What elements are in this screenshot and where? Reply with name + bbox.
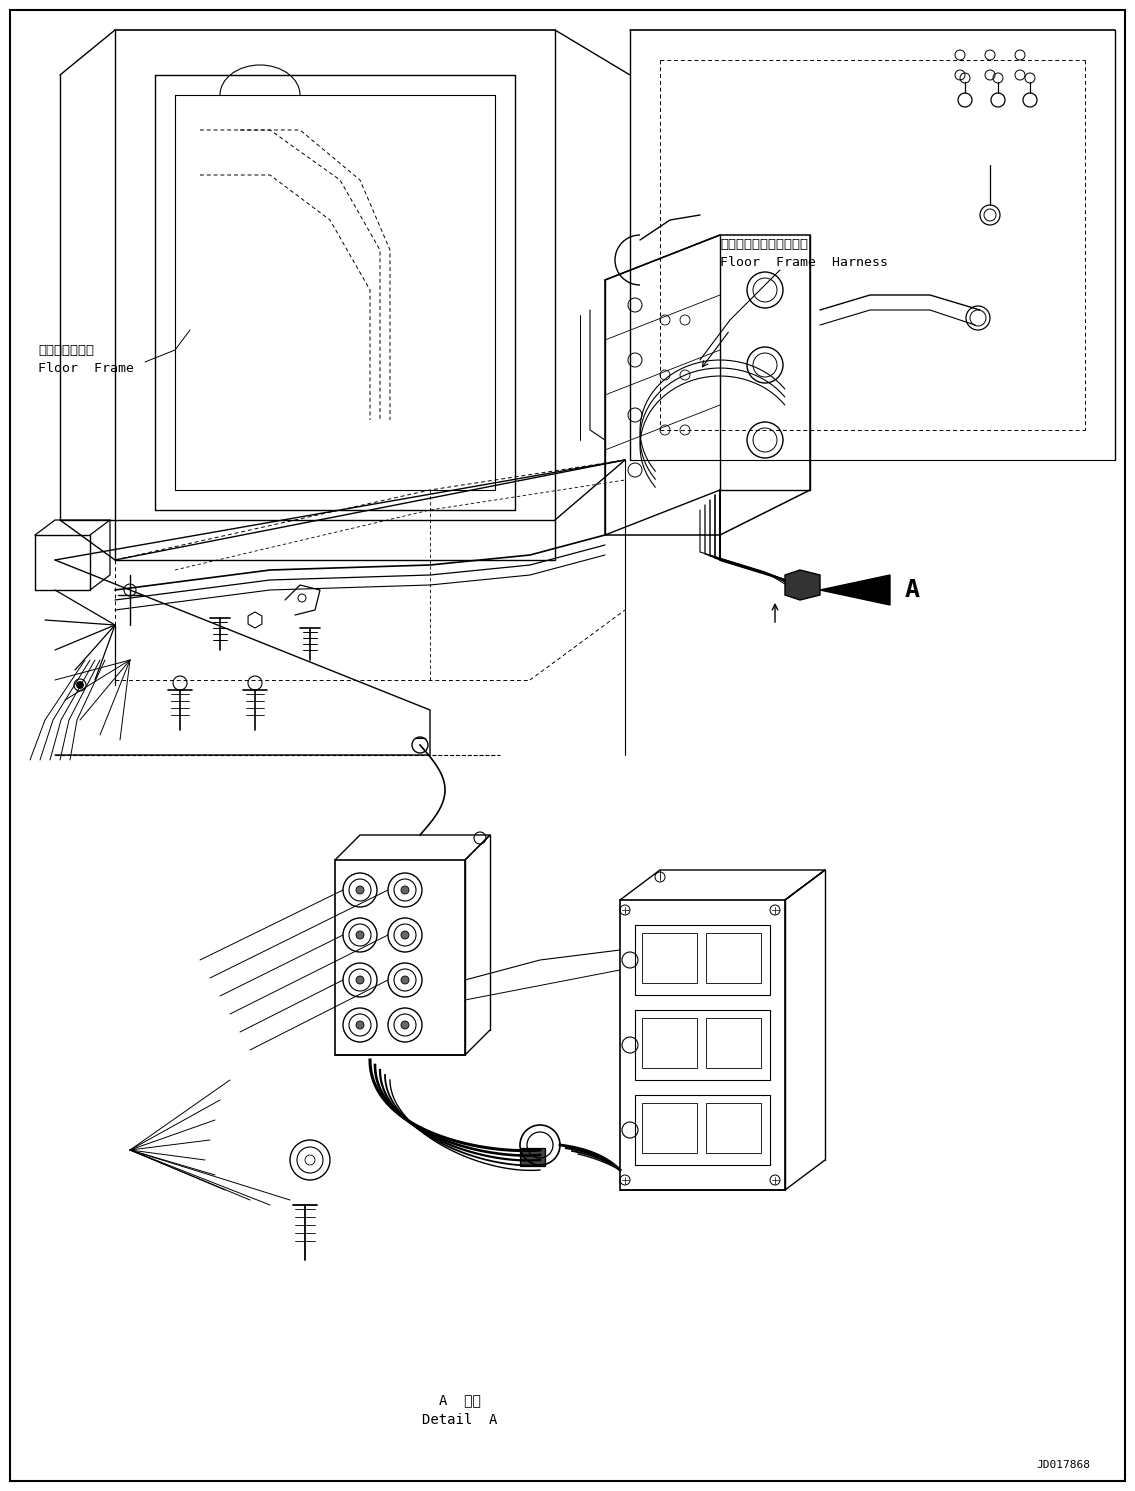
Bar bbox=[642, 933, 697, 983]
Text: Detail  A: Detail A bbox=[422, 1413, 497, 1427]
Bar bbox=[634, 1094, 770, 1164]
Text: A  詳細: A 詳細 bbox=[439, 1393, 481, 1408]
Circle shape bbox=[401, 886, 409, 895]
Text: Floor  Frame: Floor Frame bbox=[37, 361, 134, 374]
Bar bbox=[642, 1103, 697, 1153]
Circle shape bbox=[401, 930, 409, 939]
Text: Floor  Frame  Harness: Floor Frame Harness bbox=[720, 256, 888, 270]
Text: フロアフレームハーネス: フロアフレームハーネス bbox=[720, 239, 808, 252]
Bar bbox=[620, 901, 785, 1190]
Bar bbox=[520, 1148, 545, 1166]
Circle shape bbox=[76, 681, 84, 689]
Bar bbox=[706, 933, 760, 983]
Circle shape bbox=[401, 1021, 409, 1029]
Bar bbox=[335, 860, 465, 1056]
Bar bbox=[706, 1103, 760, 1153]
Bar bbox=[706, 1018, 760, 1068]
Bar bbox=[642, 1018, 697, 1068]
Circle shape bbox=[401, 977, 409, 984]
Circle shape bbox=[356, 977, 364, 984]
Text: JD017868: JD017868 bbox=[1036, 1460, 1090, 1470]
Bar bbox=[634, 924, 770, 994]
Text: フロアフレーム: フロアフレーム bbox=[37, 343, 94, 356]
Text: A: A bbox=[905, 579, 920, 602]
Polygon shape bbox=[785, 570, 819, 599]
Circle shape bbox=[356, 886, 364, 895]
Bar bbox=[634, 1009, 770, 1079]
Circle shape bbox=[356, 1021, 364, 1029]
Polygon shape bbox=[819, 576, 890, 605]
Circle shape bbox=[356, 930, 364, 939]
